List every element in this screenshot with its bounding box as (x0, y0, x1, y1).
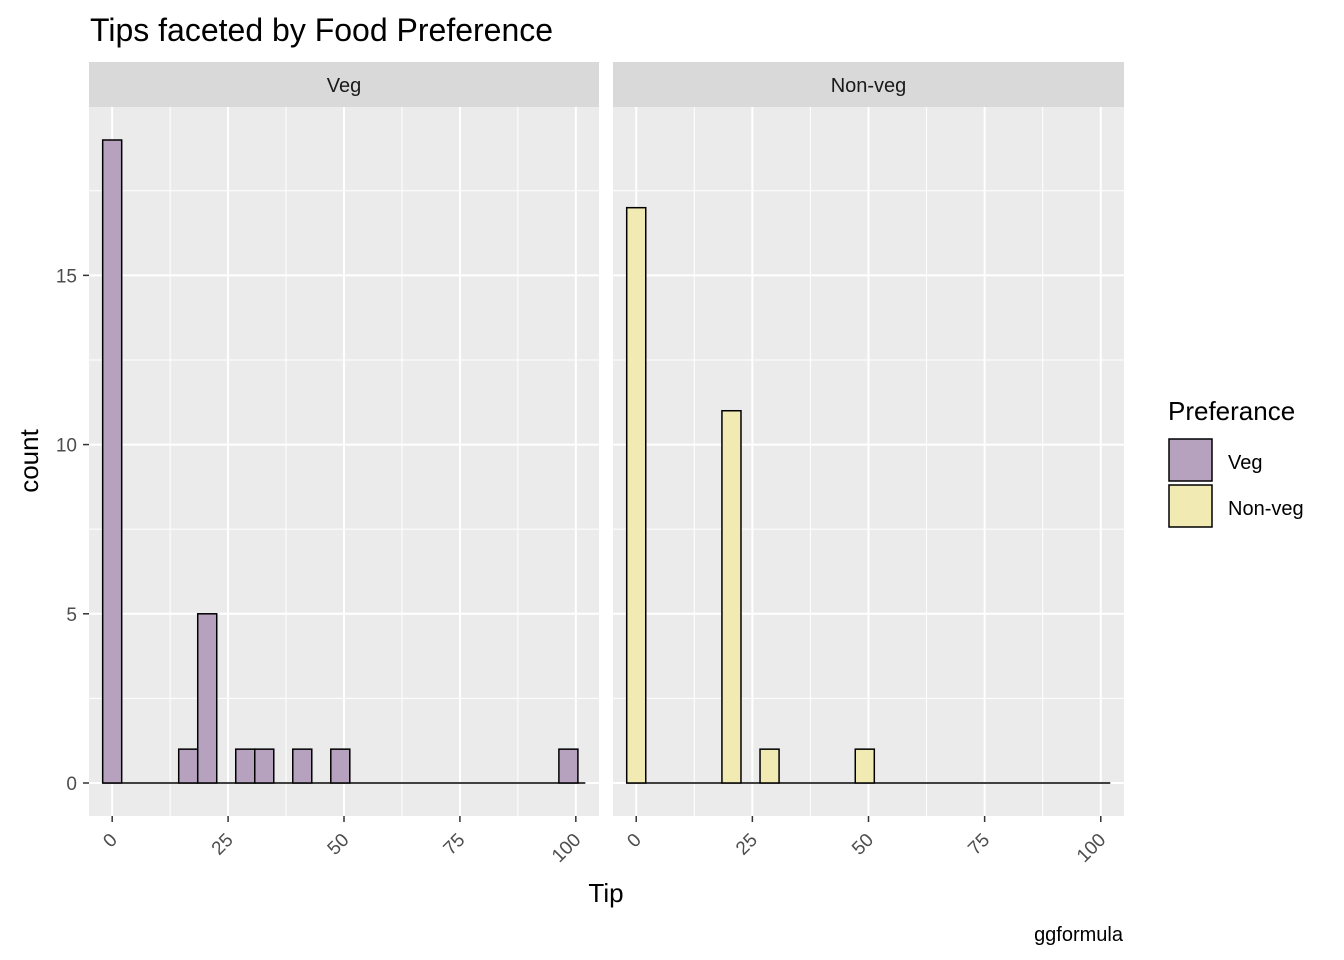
histogram-bar (234, 748, 256, 784)
x-tick-label: 50 (848, 830, 878, 860)
histogram-bar (558, 748, 579, 784)
histogram-bar (292, 748, 313, 784)
histogram-bar (177, 748, 199, 784)
facet-strip-label: Veg (327, 75, 361, 97)
facet-panel-2: Non-veg 0 25 50 75 100 (613, 62, 1124, 867)
legend: Preferance Veg Non-veg (1168, 396, 1304, 528)
y-tick-label: 15 (56, 266, 77, 287)
histogram-bar (759, 748, 780, 784)
legend-label-veg: Veg (1228, 452, 1262, 474)
x-axis-title: Tip (588, 878, 623, 908)
x-tick-label: 50 (324, 830, 354, 860)
facet-strip-label: Non-veg (831, 75, 907, 97)
histogram-bar (196, 613, 218, 784)
y-tick-label: 10 (56, 436, 77, 457)
histogram-bar (625, 206, 647, 784)
histogram-bar (854, 748, 876, 784)
histogram-bar (721, 409, 742, 784)
x-tick-label: 75 (964, 830, 994, 860)
x-tick-label: 0 (99, 830, 121, 852)
facet-strip (613, 62, 1124, 107)
histogram-bar (254, 748, 275, 784)
facet-panels: Veg 0 25 50 75 100 Non-veg 0 25 50 75 100 0 5 10 15 (56, 62, 1124, 867)
facet-panel-1: Veg 0 25 50 75 100 (89, 62, 599, 867)
legend-key-non-veg (1168, 484, 1213, 528)
y-tick-label: 0 (66, 774, 77, 795)
x-tick-label: 25 (732, 830, 762, 860)
y-axis: 0 5 10 15 (56, 266, 89, 795)
facet-strip (89, 62, 599, 107)
histogram-bar (101, 139, 123, 784)
x-tick-label: 100 (1073, 830, 1110, 867)
x-tick-label: 100 (548, 830, 585, 867)
histogram-bar (330, 748, 351, 784)
chart-title: Tips faceted by Food Preference (90, 12, 553, 48)
legend-key-veg (1168, 438, 1213, 482)
x-tick-label: 0 (623, 830, 645, 852)
legend-label-non-veg: Non-veg (1228, 498, 1304, 520)
x-tick-label: 75 (440, 830, 470, 860)
legend-title: Preferance (1168, 396, 1295, 426)
x-tick-label: 25 (208, 830, 238, 860)
caption: ggformula (1034, 924, 1124, 946)
y-tick-label: 5 (66, 605, 77, 626)
y-axis-title: count (14, 428, 44, 492)
